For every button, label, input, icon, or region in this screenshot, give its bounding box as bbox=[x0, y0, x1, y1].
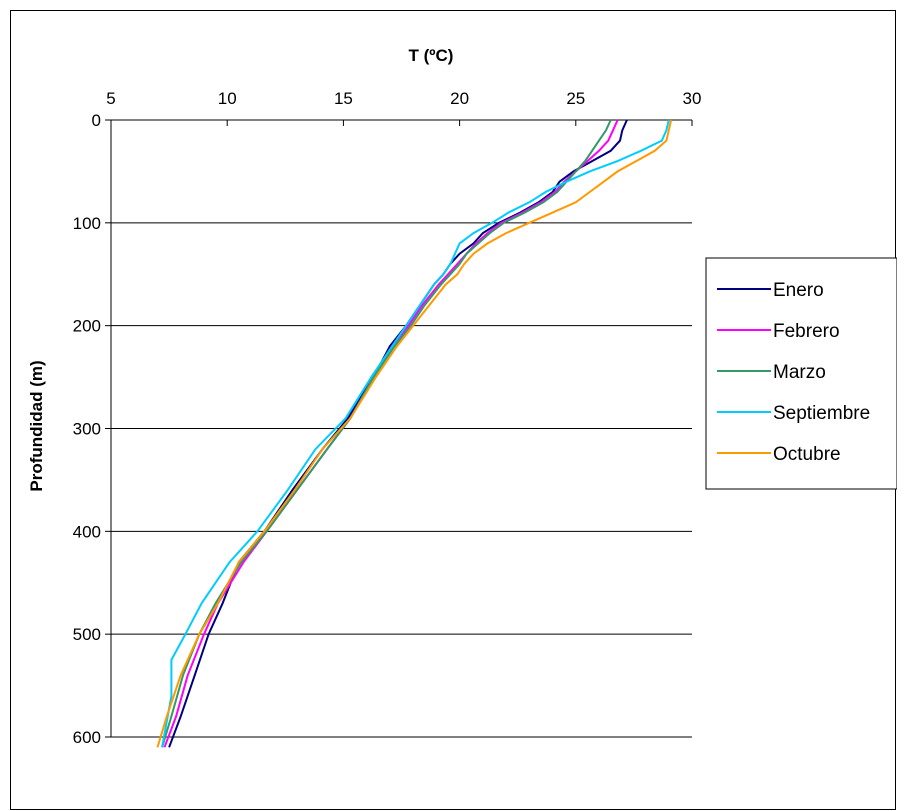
x-tick-label: 10 bbox=[218, 89, 237, 108]
legend-label-febrero: Febrero bbox=[773, 321, 840, 342]
x-tick-label: 30 bbox=[683, 89, 702, 108]
legend-label-octubre: Octubre bbox=[773, 444, 841, 465]
chart-svg: 5 10 15 20 25 30 0 100 200 300 400 500 600 T (ºC) P… bbox=[27, 46, 897, 748]
gridlines bbox=[111, 222, 692, 738]
y-tick-label: 400 bbox=[73, 522, 101, 541]
series-line-marzo bbox=[161, 119, 612, 748]
legend-label-marzo: Marzo bbox=[773, 362, 826, 383]
y-tick-label: 300 bbox=[73, 420, 101, 439]
x-tick-label: 25 bbox=[566, 89, 585, 108]
x-tick-labels: 5 10 15 20 25 30 bbox=[106, 89, 701, 108]
x-axis-title: T (ºC) bbox=[409, 46, 454, 65]
axes bbox=[105, 119, 693, 738]
y-tick-labels: 0 100 200 300 400 500 600 bbox=[73, 111, 101, 747]
y-tick-label: 0 bbox=[92, 111, 101, 130]
legend-label-septiembre: Septiembre bbox=[773, 403, 870, 424]
series-line-octubre bbox=[156, 119, 673, 748]
legend-box bbox=[705, 257, 897, 490]
chart-frame: 5 10 15 20 25 30 0 100 200 300 400 500 600 T (ºC) P… bbox=[10, 10, 897, 810]
x-tick-label: 20 bbox=[450, 89, 469, 108]
y-tick-label: 500 bbox=[73, 625, 101, 644]
series-line-septiembre bbox=[161, 119, 670, 748]
y-tick-label: 200 bbox=[73, 317, 101, 336]
legend: Enero Febrero Marzo Septiembre Octubre bbox=[705, 257, 897, 490]
x-tick-label: 15 bbox=[334, 89, 353, 108]
legend-label-enero: Enero bbox=[773, 280, 824, 301]
series-line-enero bbox=[168, 119, 628, 748]
y-tick-label: 600 bbox=[73, 728, 101, 747]
y-axis-title: Profundidad (m) bbox=[27, 360, 46, 491]
y-tick-label: 100 bbox=[73, 214, 101, 233]
x-tick-label: 5 bbox=[106, 89, 115, 108]
series-lines bbox=[156, 119, 673, 748]
